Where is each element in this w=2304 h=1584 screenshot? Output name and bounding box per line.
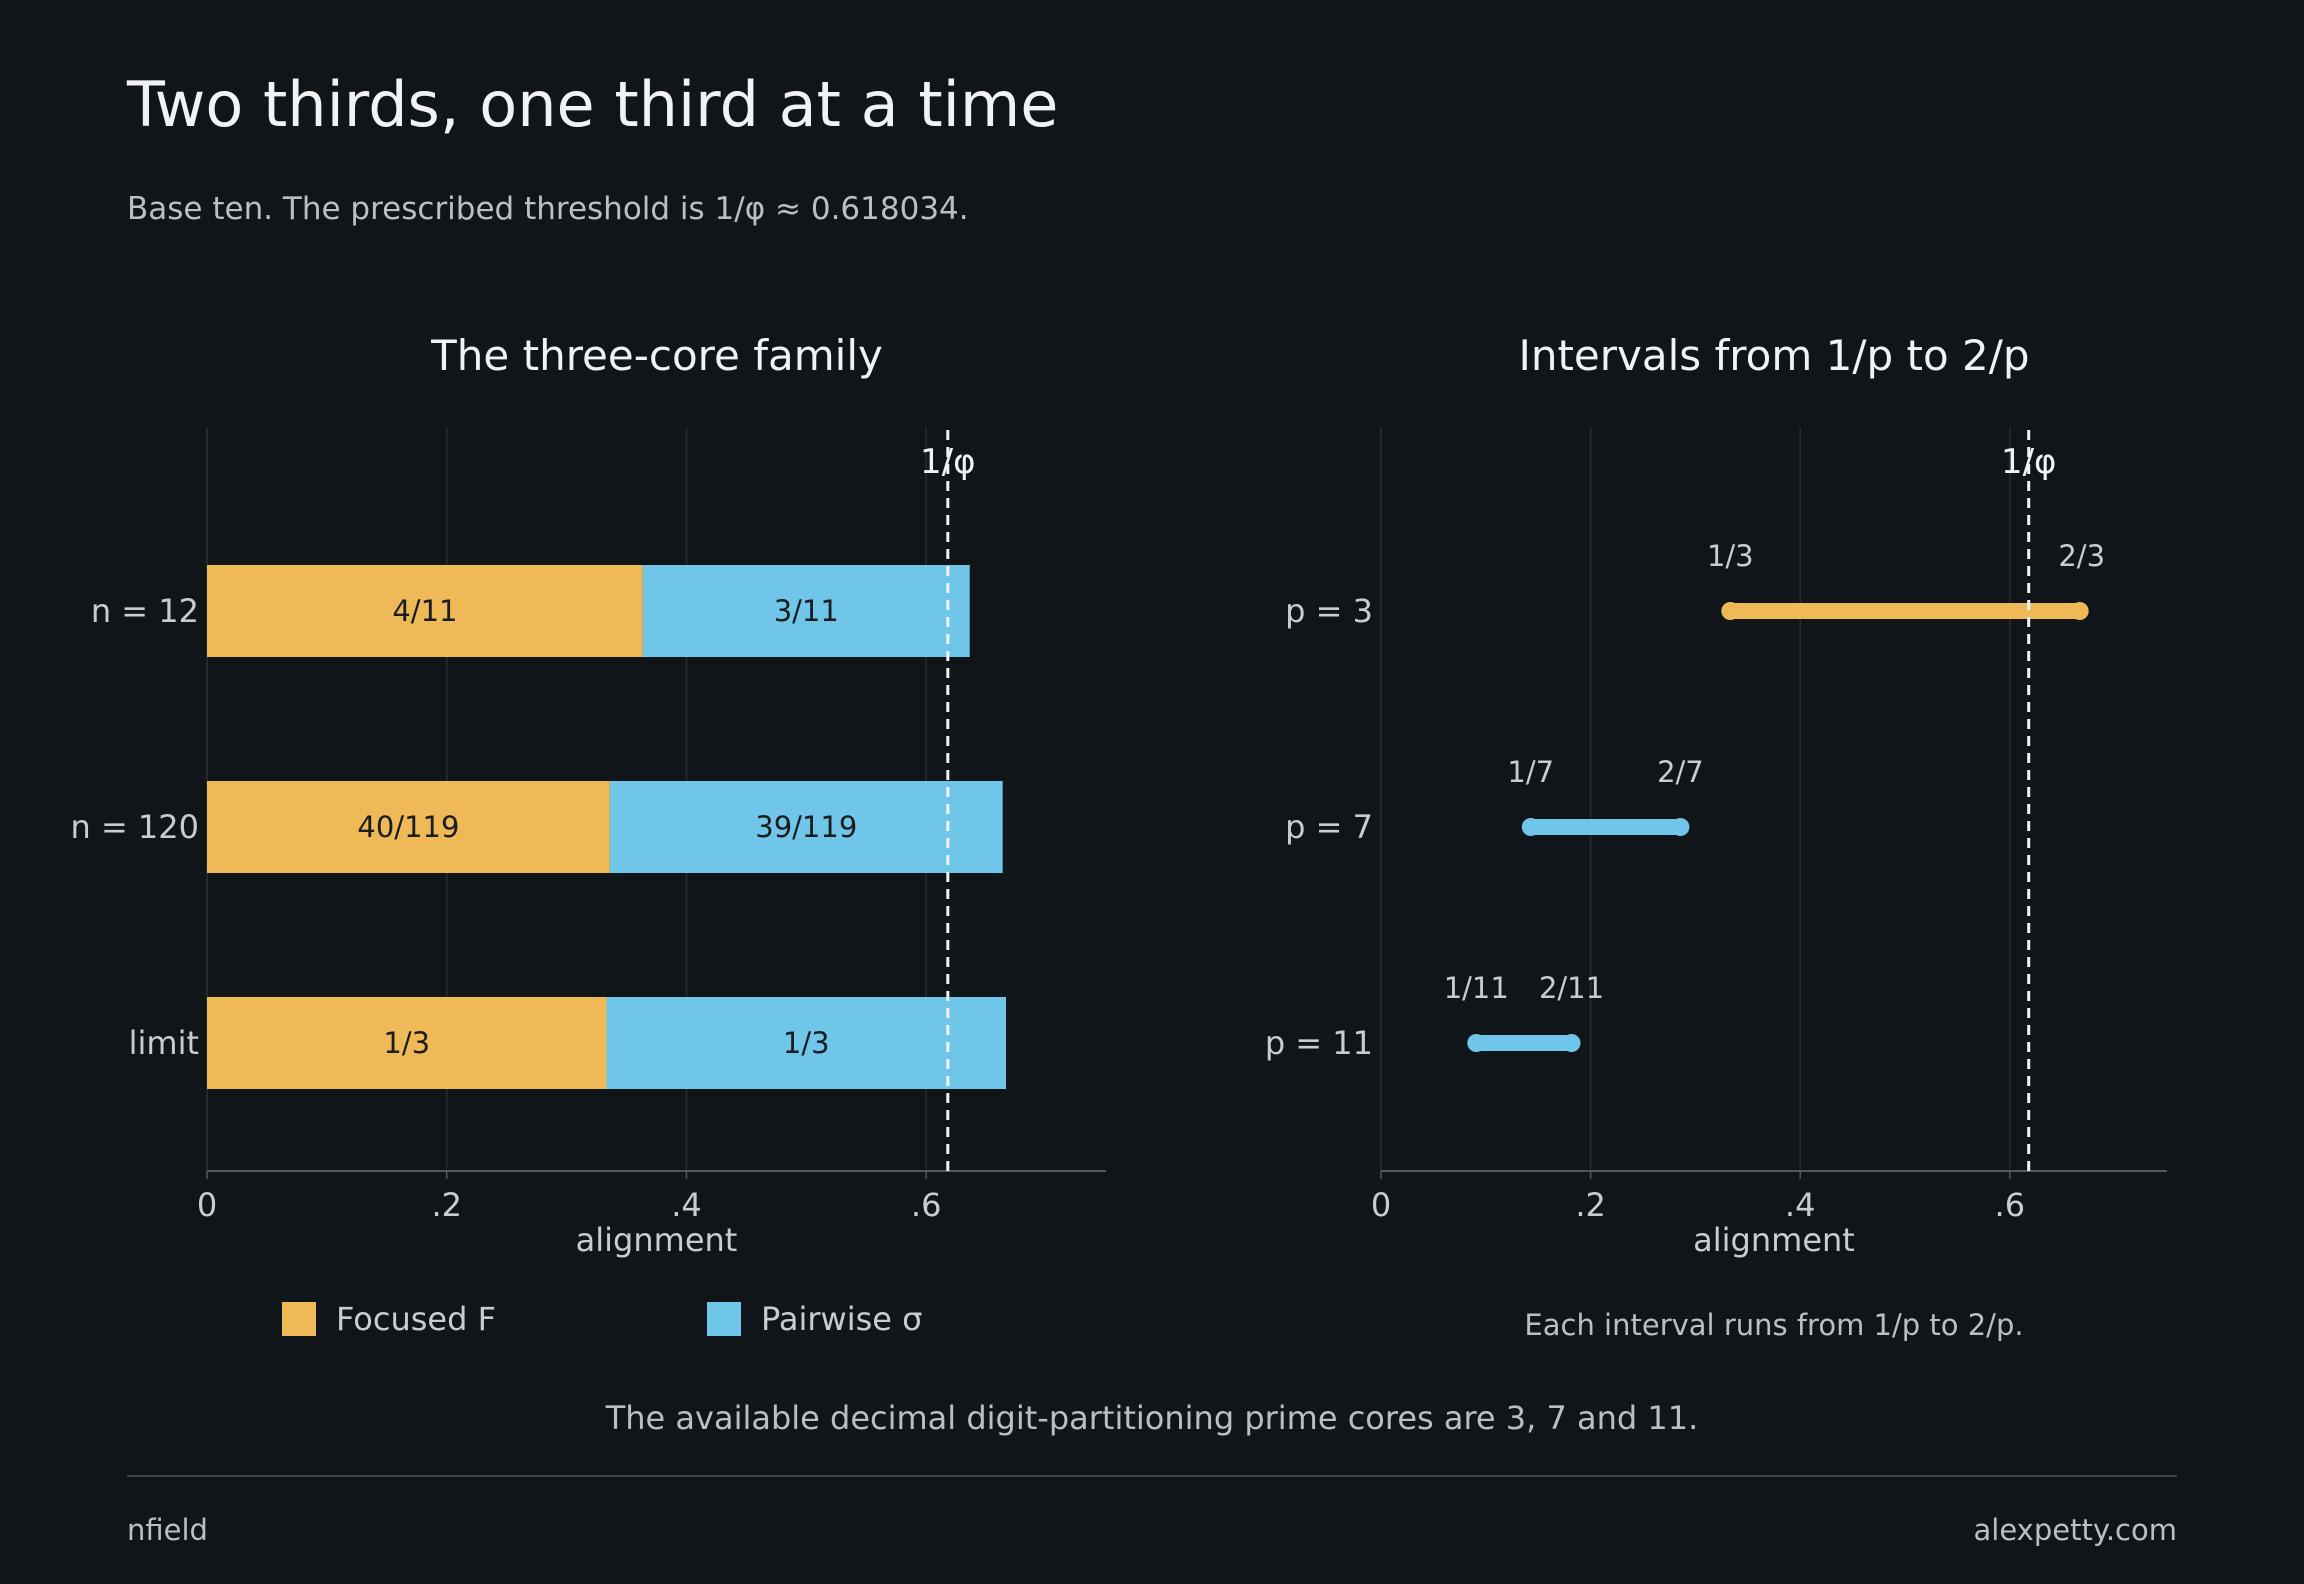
right-tick-label: 0 (1371, 1186, 1391, 1224)
legend-swatch-pairwise (707, 1302, 741, 1336)
page-title: Two thirds, one third at a time (126, 68, 1058, 141)
right-interval-start-point (1721, 602, 1740, 620)
footer-right: alexpetty.com (1974, 1513, 2178, 1547)
right-interval-end-point (1671, 818, 1690, 836)
right-interval-end-point (1562, 1034, 1581, 1052)
left-tick-label: .4 (671, 1186, 702, 1224)
left-bar-focused (207, 565, 643, 657)
right-tick-label: .2 (1575, 1186, 1606, 1224)
legend-label-pairwise: Pairwise σ (761, 1300, 922, 1338)
right-panel-caption: Each interval runs from 1/p to 2/p. (1524, 1308, 2023, 1342)
left-bar-data-label: 39/119 (755, 810, 857, 844)
right-threshold-label: 1/φ (2001, 442, 2057, 482)
right-interval-end-point (2070, 602, 2089, 620)
left-bar-focused (207, 997, 607, 1089)
left-threshold-label: 1/φ (920, 442, 976, 482)
right-category-label: p = 3 (1285, 592, 1373, 630)
right-tick-label: .4 (1785, 1186, 1816, 1224)
right-interval-end-label: 2/3 (2058, 539, 2105, 573)
left-bar-pairwise (642, 565, 970, 657)
left-category-label: limit (129, 1024, 199, 1062)
right-interval-end-label: 2/11 (1539, 971, 1604, 1005)
left-panel-title: The three-core family (430, 331, 883, 380)
left-category-label: n = 12 (91, 592, 199, 630)
right-panel-title: Intervals from 1/p to 2/p (1518, 331, 2029, 380)
left-panel: The three-core family 0 .2 .4 .6 alignment n … (70, 331, 1106, 1338)
legend-label-focused: Focused F (336, 1300, 496, 1338)
left-bar-data-label: 3/11 (774, 594, 839, 628)
left-tick-label: .6 (911, 1186, 942, 1224)
right-x-axis-label: alignment (1693, 1221, 1855, 1259)
right-interval-start-label: 1/11 (1444, 971, 1509, 1005)
right-interval-start-label: 1/7 (1507, 755, 1554, 789)
left-tick-label: 0 (197, 1186, 217, 1224)
legend-swatch-focused (282, 1302, 316, 1336)
left-bar-pairwise (606, 997, 1007, 1089)
left-bar-data-label: 1/3 (783, 1026, 830, 1060)
left-x-axis-label: alignment (576, 1221, 738, 1259)
right-category-label: p = 11 (1265, 1024, 1373, 1062)
right-interval-start-label: 1/3 (1707, 539, 1754, 573)
left-bar-pairwise (609, 781, 1003, 873)
page-subtitle: Base ten. The prescribed threshold is 1/… (127, 191, 969, 227)
left-bar-data-label: 4/11 (392, 594, 457, 628)
left-tick-label: .2 (431, 1186, 462, 1224)
left-bar-data-label: 40/119 (357, 810, 459, 844)
right-interval-start-point (1467, 1034, 1486, 1052)
right-tick-label: .6 (1995, 1186, 2026, 1224)
left-category-label: n = 120 (70, 808, 199, 846)
footer-note: The available decimal digit-partitioning… (605, 1399, 1699, 1437)
footer-left: nfield (127, 1513, 208, 1547)
right-panel: Intervals from 1/p to 2/p 0 .2 .4 .6 alignme… (1265, 331, 2167, 1259)
left-bar-focused (207, 781, 610, 873)
right-interval-end-label: 2/7 (1657, 755, 1704, 789)
right-interval-start-point (1521, 818, 1540, 836)
left-bar-data-label: 1/3 (383, 1026, 430, 1060)
right-category-label: p = 7 (1285, 808, 1373, 846)
